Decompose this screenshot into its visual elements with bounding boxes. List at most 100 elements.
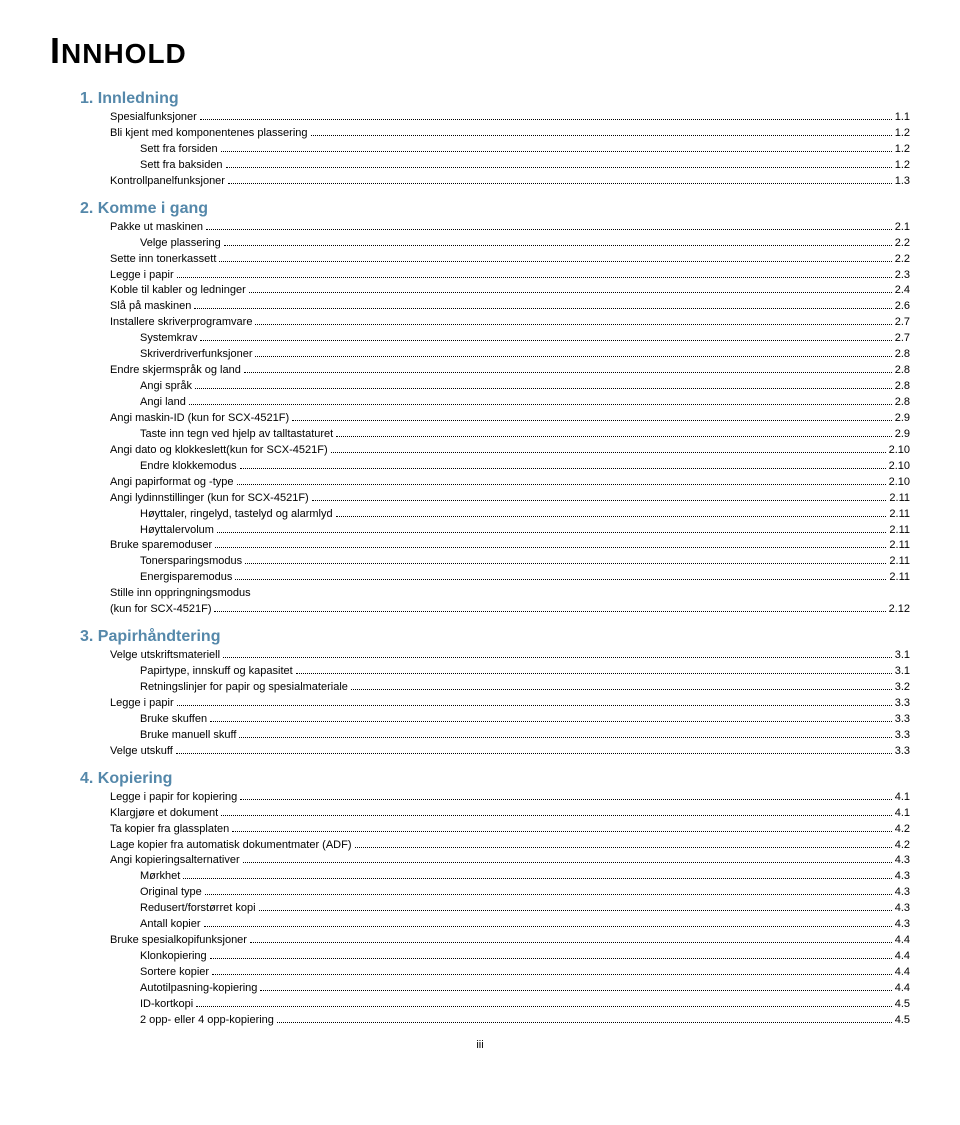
toc-leader-dots (217, 531, 886, 533)
toc-label: Taste inn tegn ved hjelp av talltastatur… (140, 427, 333, 443)
toc-entry: (kun for SCX-4521F)2.12 (110, 602, 910, 618)
toc-leader-dots (200, 339, 891, 341)
toc-entry: Sett fra forsiden1.2 (140, 142, 910, 158)
toc-entry: Ta kopier fra glassplaten 4.2 (110, 822, 910, 838)
toc-label: Sette inn tonerkassett (110, 252, 216, 268)
toc-entry: Legge i papir for kopiering4.1 (110, 790, 910, 806)
toc-entry: Tonersparingsmodus 2.11 (140, 554, 910, 570)
toc-leader-dots (351, 688, 892, 690)
toc-entry: Angi dato og klokkeslett(kun for SCX-452… (110, 443, 910, 459)
toc-leader-dots (214, 610, 885, 612)
toc-leader-dots (292, 419, 892, 421)
toc-label: Ta kopier fra glassplaten (110, 822, 229, 838)
toc-entry: Mørkhet4.3 (140, 869, 910, 885)
toc-label: Energisparemodus (140, 570, 232, 586)
toc-leader-dots (206, 228, 892, 230)
toc-page-ref: 2.7 (895, 315, 910, 331)
toc-leader-dots (312, 499, 887, 501)
toc-entry: Endre klokkemodus 2.10 (140, 459, 910, 475)
toc-entry: Angi maskin-ID (kun for SCX-4521F) 2.9 (110, 411, 910, 427)
toc-leader-dots (210, 957, 892, 959)
toc-page-ref: 4.5 (895, 1013, 910, 1029)
toc-page-ref: 3.3 (895, 744, 910, 760)
toc-page-ref: 4.5 (895, 997, 910, 1013)
toc-label: Angi papirformat og -type (110, 475, 234, 491)
toc-page-ref: 4.1 (895, 806, 910, 822)
toc-entry: 2 opp- eller 4 opp-kopiering4.5 (140, 1013, 910, 1029)
toc-page-ref: 4.3 (895, 869, 910, 885)
toc-leader-dots (204, 925, 892, 927)
toc-label: Sett fra forsiden (140, 142, 218, 158)
toc-page-ref: 2.7 (895, 331, 910, 347)
toc-page-ref: 4.3 (895, 917, 910, 933)
toc-page-ref: 2.6 (895, 299, 910, 315)
toc-leader-dots (224, 244, 892, 246)
toc-entry: Installere skriverprogramvare2.7 (110, 315, 910, 331)
toc-entry: Bruke skuffen3.3 (140, 712, 910, 728)
toc-leader-dots (176, 752, 892, 754)
toc-leader-dots (194, 307, 891, 309)
toc-label: Skriverdriverfunksjoner (140, 347, 252, 363)
toc-label: Velge utskuff (110, 744, 173, 760)
toc-leader-dots (239, 736, 891, 738)
toc-page-ref: 3.1 (895, 648, 910, 664)
chapter-heading: 1. Innledning (80, 90, 910, 108)
toc-leader-dots (260, 989, 891, 991)
toc-label: Lage kopier fra automatisk dokumentmater… (110, 838, 352, 854)
toc-page-ref: 4.3 (895, 853, 910, 869)
toc-label: Tonersparingsmodus (140, 554, 242, 570)
toc-label: Bruke sparemoduser (110, 538, 212, 554)
toc-label: Høyttalervolum (140, 523, 214, 539)
toc-entry: Velge plassering2.2 (140, 236, 910, 252)
toc-page-ref: 4.4 (895, 949, 910, 965)
toc-leader-dots (240, 798, 892, 800)
toc-page-ref: 2.10 (889, 459, 910, 475)
toc-entry: Velge utskuff 3.3 (110, 744, 910, 760)
toc-leader-dots (336, 435, 891, 437)
chapter-heading: 3. Papirhåndtering (80, 628, 910, 646)
toc-label: Spesialfunksjoner (110, 110, 197, 126)
toc-page-ref: 2.11 (889, 570, 910, 586)
toc-entry: Retningslinjer for papir og spesialmater… (140, 680, 910, 696)
toc-page-ref: 2.11 (889, 523, 910, 539)
toc-label: Papirtype, innskuff og kapasitet (140, 664, 293, 680)
toc-page-ref: 2.9 (895, 427, 910, 443)
toc-leader-dots (226, 166, 892, 168)
toc-label: Koble til kabler og ledninger (110, 283, 246, 299)
toc-leader-dots (240, 467, 886, 469)
toc-leader-dots (311, 134, 892, 136)
toc-page-ref: 2.11 (889, 554, 910, 570)
toc-label: Autotilpasning-kopiering (140, 981, 257, 997)
toc-page-ref: 2.8 (895, 379, 910, 395)
toc-entry: Kontrollpanelfunksjoner1.3 (110, 174, 910, 190)
toc-leader-dots (244, 371, 892, 373)
toc-label: Retningslinjer for papir og spesialmater… (140, 680, 348, 696)
toc-page-ref: 2.12 (889, 602, 910, 618)
toc-page-ref: 1.2 (895, 158, 910, 174)
toc-entry: Legge i papir2.3 (110, 268, 910, 284)
toc-page-ref: 4.4 (895, 965, 910, 981)
toc-leader-dots (243, 861, 892, 863)
toc-label: Endre klokkemodus (140, 459, 237, 475)
toc-label: Slå på maskinen (110, 299, 191, 315)
title-first-letter: I (50, 30, 61, 71)
toc-label: Legge i papir (110, 696, 174, 712)
toc-page-ref: 2.2 (895, 252, 910, 268)
toc-label: Stille inn oppringningsmodus (110, 586, 251, 602)
toc-leader-dots (221, 150, 892, 152)
page-number: iii (50, 1039, 910, 1051)
toc-entry: Velge utskriftsmateriell3.1 (110, 648, 910, 664)
toc-label: Bruke spesialkopifunksjoner (110, 933, 247, 949)
toc-page-ref: 2.3 (895, 268, 910, 284)
toc-entry: Bruke spesialkopifunksjoner4.4 (110, 933, 910, 949)
toc-leader-dots (177, 704, 892, 706)
toc-label: Bruke skuffen (140, 712, 207, 728)
toc-label: Angi maskin-ID (kun for SCX-4521F) (110, 411, 289, 427)
toc-page-ref: 2.9 (895, 411, 910, 427)
toc-page-ref: 2.10 (889, 475, 910, 491)
toc-label: Systemkrav (140, 331, 197, 347)
toc-page-ref: 4.2 (895, 822, 910, 838)
toc-entry: Høyttaler, ringelyd, tastelyd og alarmly… (140, 507, 910, 523)
toc-entry: Redusert/forstørret kopi4.3 (140, 901, 910, 917)
toc-leader-dots (336, 515, 887, 517)
